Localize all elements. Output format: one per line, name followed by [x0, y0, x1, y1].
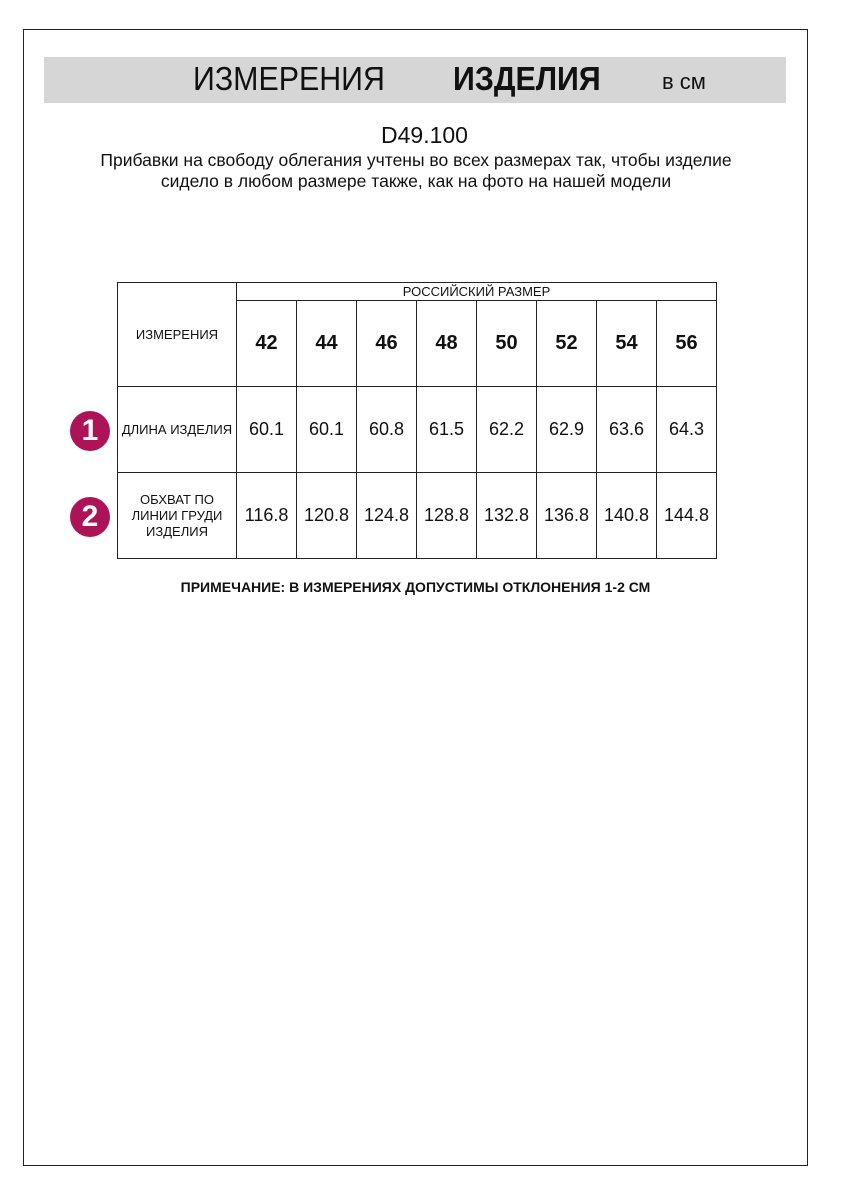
table-row: ОБХВАТ ПО ЛИНИИ ГРУДИ ИЗДЕЛИЯ 116.8 120.8 1… [117, 472, 717, 559]
description: Прибавки на свободу облегания учтены во … [100, 150, 732, 191]
table-cell: 124.8 [356, 472, 417, 559]
header-bar [44, 57, 786, 103]
size-header: 42 [236, 300, 297, 387]
row-label: ОБХВАТ ПО ЛИНИИ ГРУДИ ИЗДЕЛИЯ [117, 472, 237, 559]
table-row: ДЛИНА ИЗДЕЛИЯ 60.1 60.1 60.8 61.5 62.2 62.9 63.… [117, 386, 717, 473]
size-header: 44 [296, 300, 357, 387]
table-cell: 62.9 [536, 386, 597, 473]
table-cell: 116.8 [236, 472, 297, 559]
title-unit: в см [662, 69, 706, 94]
row-label: ДЛИНА ИЗДЕЛИЯ [117, 386, 237, 473]
size-header: 46 [356, 300, 417, 387]
table-cell: 62.2 [476, 386, 537, 473]
table-cell: 63.6 [596, 386, 657, 473]
table-cell: 128.8 [416, 472, 477, 559]
table-cell: 61.5 [416, 386, 477, 473]
size-header: 48 [416, 300, 477, 387]
table-cell: 60.1 [236, 386, 297, 473]
corner-label: ИЗМЕРЕНИЯ [117, 282, 237, 387]
table-cell: 144.8 [656, 472, 717, 559]
table-cell: 136.8 [536, 472, 597, 559]
table-cell: 140.8 [596, 472, 657, 559]
marker-badge: 2 [70, 497, 110, 537]
note: ПРИМЕЧАНИЕ: В ИЗМЕРЕНИЯХ ДОПУСТИМЫ ОТКЛО… [180, 579, 651, 595]
page-frame [23, 29, 808, 1166]
product-code: D49.100 [381, 122, 468, 148]
size-header: 50 [476, 300, 537, 387]
table-cell: 120.8 [296, 472, 357, 559]
marker-badge: 1 [70, 411, 110, 451]
title-regular: ИЗМЕРЕНИЯ [193, 60, 385, 97]
measurements-table: ИЗМЕРЕНИЯ РОССИЙСКИЙ РАЗМЕР 42 44 46 48 50 52… [117, 282, 717, 559]
title-bold: ИЗДЕЛИЯ [453, 60, 601, 97]
size-header: 52 [536, 300, 597, 387]
size-header: 56 [656, 300, 717, 387]
table-cell: 60.8 [356, 386, 417, 473]
group-header: РОССИЙСКИЙ РАЗМЕР [236, 282, 717, 301]
size-header: 54 [596, 300, 657, 387]
sizes-row: 42 44 46 48 50 52 54 56 [118, 300, 717, 387]
table-cell: 132.8 [476, 472, 537, 559]
table-cell: 60.1 [296, 386, 357, 473]
table-cell: 64.3 [656, 386, 717, 473]
